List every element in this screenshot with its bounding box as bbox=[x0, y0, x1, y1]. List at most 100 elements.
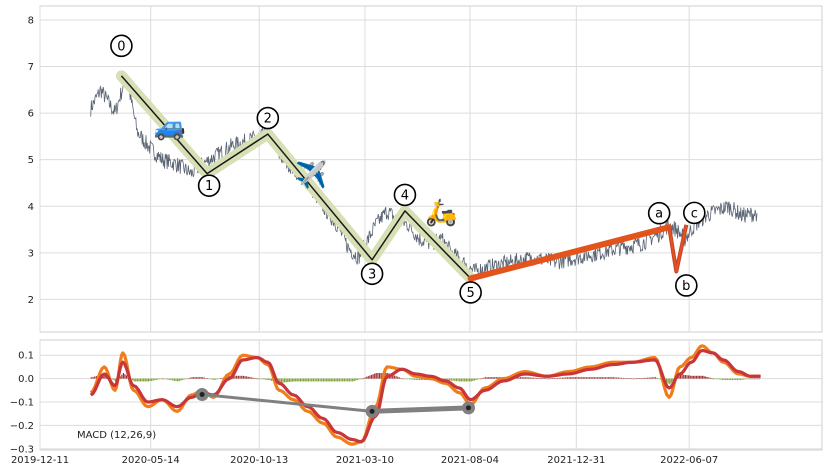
macd-hist-bar bbox=[486, 377, 488, 379]
wave-marker-label: 1 bbox=[205, 179, 213, 194]
macd-hist-bar bbox=[535, 377, 538, 379]
wave-marker-circle bbox=[360, 262, 384, 286]
macd-hist-bar bbox=[598, 377, 600, 379]
macd-hist-bar bbox=[252, 377, 254, 379]
macd-hist-bar bbox=[684, 375, 686, 379]
macd-hist-bar bbox=[264, 378, 266, 380]
macd-hist-bar bbox=[714, 378, 716, 380]
macd-hist-bar bbox=[245, 376, 248, 379]
macd-hist-bar bbox=[168, 378, 170, 380]
macd-hist-bar bbox=[749, 378, 751, 380]
macd-hist-bar bbox=[356, 378, 358, 381]
macd-hist-bar bbox=[422, 378, 424, 381]
macd-hist-bar bbox=[746, 378, 748, 380]
macd-hist-bar bbox=[643, 377, 646, 379]
macd-hist-bar bbox=[199, 377, 201, 379]
macd-hist-bar bbox=[309, 378, 311, 382]
macd-hist-bar bbox=[333, 378, 336, 382]
macd-hist-bar bbox=[735, 378, 737, 381]
macd-hist-bar bbox=[241, 375, 243, 379]
impulse-wave-line bbox=[120, 75, 472, 279]
macd-hist-bar bbox=[755, 378, 757, 380]
correction-line bbox=[467, 224, 673, 282]
macd-hist-bar bbox=[700, 375, 702, 379]
macd-hist-bar bbox=[721, 378, 724, 380]
macd-hist-bar bbox=[449, 378, 451, 381]
macd-hist-bar bbox=[624, 378, 626, 379]
macd-hist-bar bbox=[370, 374, 373, 379]
macd-hist-bar bbox=[744, 378, 746, 380]
macd-hist-bar bbox=[358, 378, 360, 380]
macd-hist-bar bbox=[173, 378, 175, 381]
macd-hist-bar bbox=[167, 378, 169, 380]
macd-annotation: MACD (12,26,9) bbox=[77, 430, 156, 441]
macd-hist-bar bbox=[194, 377, 196, 379]
macd-hist-bar bbox=[218, 378, 220, 380]
macd-hist-bar bbox=[483, 377, 485, 379]
macd-hist-bar bbox=[361, 378, 363, 380]
wave-marker-circle bbox=[459, 281, 482, 304]
macd-hist-bar bbox=[282, 378, 284, 383]
macd-hist-bar bbox=[631, 378, 633, 380]
macd-hist-bar bbox=[266, 378, 268, 380]
macd-hist-bar bbox=[670, 378, 672, 383]
x-tick-label: 2022-06-07 bbox=[660, 455, 718, 466]
macd-hist-bar bbox=[531, 377, 533, 379]
macd-hist-bar bbox=[405, 378, 407, 380]
macd-hist-bar bbox=[570, 377, 572, 379]
macd-hist-bar bbox=[369, 375, 371, 379]
macd-hist-bar bbox=[207, 378, 209, 380]
macd-hist-bar bbox=[324, 378, 326, 382]
macd-hist-bar bbox=[561, 377, 564, 379]
macd-hist-bar bbox=[665, 378, 668, 383]
macd-hist-bar bbox=[545, 378, 547, 380]
macd-hist-bar bbox=[408, 378, 411, 380]
macd-panel-frame bbox=[39, 339, 823, 451]
macd-hist-bar bbox=[627, 378, 629, 379]
macd-panel: 0.1 0.0 −0.1 −0.2 −0.3 MACD (12,26,9) bbox=[10, 339, 823, 455]
macd-hist-bar bbox=[321, 378, 323, 382]
macd-hist-bar bbox=[475, 378, 477, 381]
macd-hist-bar bbox=[632, 378, 634, 380]
macd-hist-bar bbox=[215, 378, 217, 380]
macd-hist-bar bbox=[347, 378, 349, 382]
macd-hist-bar bbox=[94, 376, 96, 379]
macd-hist-bar bbox=[681, 374, 683, 379]
macd-hist-bar bbox=[125, 375, 128, 379]
macd-hist-bar bbox=[260, 378, 262, 380]
macd-hist-bar bbox=[299, 378, 302, 382]
macd-hist-bar bbox=[712, 378, 714, 380]
macd-hist-bar bbox=[739, 378, 742, 380]
macd-hist-bar bbox=[146, 378, 148, 382]
macd-hist-bar bbox=[659, 378, 661, 380]
macd-y-tick-label: −0.2 bbox=[10, 421, 34, 432]
macd-hist-bar bbox=[688, 375, 690, 379]
macd-hist-bar bbox=[472, 378, 474, 381]
macd-hist-bar bbox=[342, 378, 344, 382]
macd-hist-bar bbox=[395, 376, 397, 379]
macd-hist-bar bbox=[480, 378, 482, 380]
macd-hist-bar bbox=[122, 373, 125, 379]
macd-hist-bar bbox=[183, 378, 185, 380]
macd-hist-bar bbox=[287, 378, 289, 383]
macd-hist-bar bbox=[280, 378, 283, 383]
macd-hist-bar bbox=[191, 377, 193, 379]
price-y-tick-label: 3 bbox=[28, 248, 34, 259]
macd-hist-bar bbox=[175, 378, 177, 382]
macd-hist-bar bbox=[524, 377, 527, 379]
wave-marker-label: 3 bbox=[368, 267, 376, 282]
macd-hist-bar bbox=[249, 377, 251, 379]
macd-hist-bar bbox=[566, 377, 569, 379]
macd-y-tick-label: −0.1 bbox=[10, 398, 34, 409]
macd-hist-bar bbox=[460, 378, 463, 382]
price-panel: 2 3 4 5 6 7 8 0 1 2 3 4 5 a b c 🚙 ✈️ 🛵 bbox=[28, 5, 823, 333]
macd-y-tick-label: 0.0 bbox=[18, 374, 34, 385]
macd-hist-bar bbox=[519, 377, 522, 379]
macd-hist-bar bbox=[367, 376, 369, 379]
macd-hist-bar bbox=[400, 377, 402, 379]
wave-marker-label: c bbox=[691, 206, 698, 221]
macd-hist-bar bbox=[573, 377, 575, 379]
macd-hist-bar bbox=[420, 378, 422, 381]
macd-hist-bar bbox=[609, 377, 611, 379]
macd-hist-bar bbox=[614, 377, 616, 379]
